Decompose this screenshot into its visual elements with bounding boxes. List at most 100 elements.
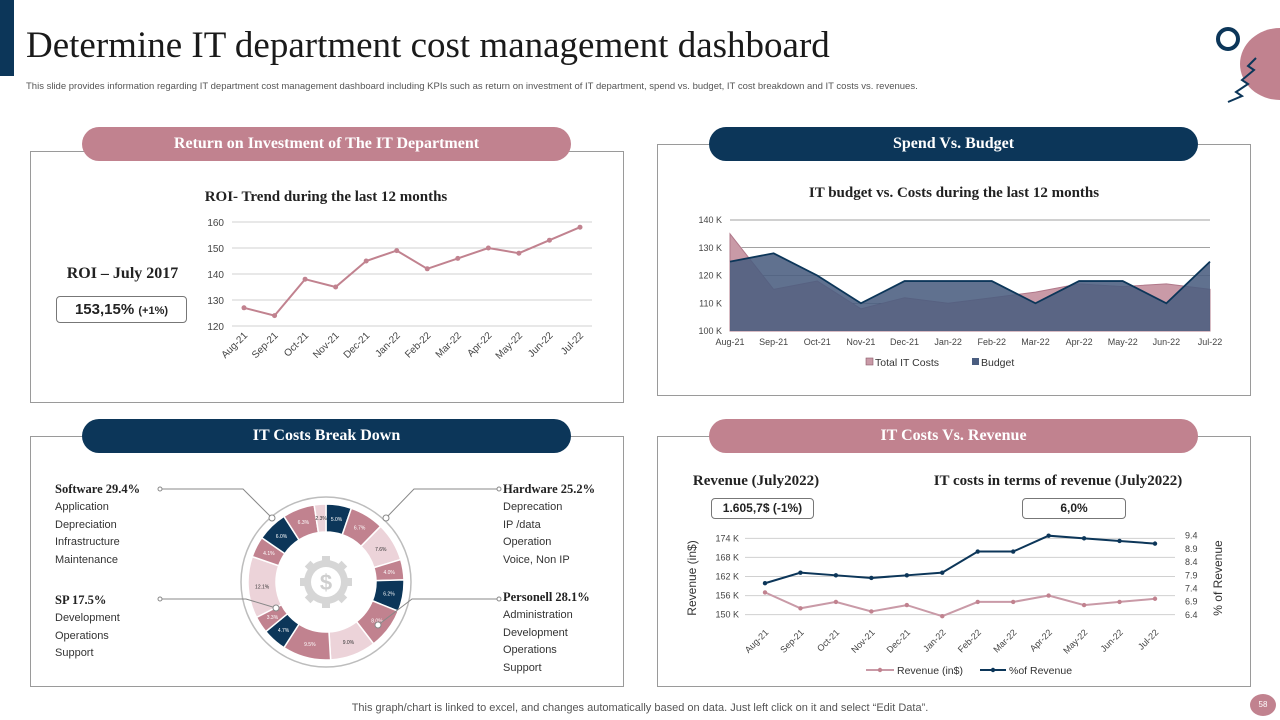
x-tick-label: Oct-21	[804, 337, 831, 347]
x-tick-label: Oct-21	[282, 330, 311, 359]
legend-marker-pct-revenue	[990, 667, 996, 673]
connector-dot	[382, 514, 390, 522]
y2-tick-label: 6.4	[1185, 610, 1198, 620]
connector-dot	[272, 604, 280, 612]
spend-pill: Spend Vs. Budget	[709, 127, 1198, 161]
category-item: Operation	[503, 536, 552, 548]
roi-data-point	[333, 284, 339, 290]
y-tick-label: 130	[207, 296, 224, 307]
roi-data-point	[394, 248, 400, 254]
series-line-budget	[729, 252, 1211, 305]
category-item: Voice, Non IP	[503, 553, 570, 566]
roi-kpi-change: (+1%)	[138, 305, 169, 317]
breakdown-donut-chart: 5.0%6.7%7.6%4.0%6.2%8.0%9.0%9.5%4.7%3.3%…	[157, 486, 502, 668]
y-tick-label: 160	[207, 218, 224, 229]
y2-axis-label: % of Revenue	[1211, 540, 1225, 616]
donut-slice-label: 12.1%	[255, 584, 270, 590]
y-tick-label: 174 K	[715, 533, 739, 543]
x-tick-label: Nov-21	[311, 330, 342, 361]
category-hardware: Hardware 25.2% Deprecation IP /data Oper…	[503, 482, 595, 569]
y-axis-label: Revenue (in$)	[685, 540, 699, 615]
pct-data-point	[1081, 536, 1087, 541]
x-tick-label: May-22	[1108, 337, 1138, 347]
pct-data-point	[762, 581, 768, 586]
revenue-data-point	[1117, 599, 1122, 605]
revenue-panel	[657, 436, 1251, 687]
revenue-data-point	[975, 599, 980, 605]
legend-swatch-total-it-costs	[865, 357, 874, 366]
x-tick-label: Feb-22	[978, 337, 1007, 347]
x-tick-label: Apr-22	[1028, 627, 1054, 653]
y2-tick-label: 7.9	[1185, 570, 1198, 580]
donut-slice-label: 9.5%	[304, 642, 316, 648]
donut-slice-label: 4.7%	[278, 628, 290, 634]
category-heading: Hardware 25.2%	[503, 482, 596, 496]
y-tick-label: 110 K	[699, 298, 722, 308]
donut-slice-label: 3.3%	[267, 615, 279, 621]
category-item: Maintenance	[55, 553, 118, 566]
legend-label-pct-revenue: %of Revenue	[1009, 665, 1072, 677]
svg-text:$: $	[320, 570, 332, 595]
pct-title: IT costs in terms of revenue (July2022)	[933, 473, 1183, 489]
category-item: IP /data	[503, 518, 541, 531]
x-tick-label: Apr-22	[465, 330, 494, 359]
roi-data-point	[485, 245, 491, 251]
category-heading: Software 29.4%	[55, 482, 141, 496]
connector-line	[385, 488, 499, 519]
x-tick-label: Jul-22	[1198, 337, 1223, 347]
dollar-gear-icon: $	[300, 556, 352, 608]
donut-outer-ring	[240, 496, 412, 668]
x-tick-label: Mar-22	[991, 627, 1018, 654]
x-tick-label: Apr-22	[1066, 337, 1093, 347]
connector-dot	[268, 514, 276, 522]
roi-data-point	[546, 237, 552, 243]
x-tick-label: Oct-21	[815, 627, 841, 653]
legend-label-total-it-costs: Total IT Costs	[875, 357, 939, 369]
y2-tick-label: 8.4	[1185, 557, 1198, 567]
x-tick-label: Jan-22	[934, 337, 962, 347]
category-sp: SP 17.5% Development Operations Support	[55, 593, 120, 663]
donut-slice-label: 6.0%	[276, 534, 288, 540]
donut-slice-label: 9.0%	[343, 640, 355, 646]
donut-slice-label: 4.0%	[383, 570, 395, 576]
x-tick-label: Sep-21	[250, 330, 281, 361]
x-tick-label: Nov-21	[846, 337, 875, 347]
y2-tick-label: 9.4	[1185, 531, 1198, 541]
category-software: Software 29.4% Application Depreciation …	[55, 482, 140, 569]
category-item: Infrastructure	[55, 536, 120, 548]
y-tick-label: 150	[207, 244, 224, 255]
x-tick-label: Feb-22	[403, 330, 433, 360]
x-tick-label: Aug-21	[220, 330, 251, 361]
x-tick-label: Jul-22	[1136, 627, 1160, 651]
roi-data-point	[424, 266, 430, 272]
pct-data-point	[1117, 538, 1122, 544]
decorative-zigzag	[1227, 57, 1257, 103]
revenue-data-point	[1046, 593, 1051, 598]
category-personell: Personell 28.1% Administration Developme…	[503, 590, 590, 677]
category-item: Operations	[55, 629, 109, 642]
spend-area-chart: 100 K 110 K 120 K 130 K 140 K Aug-21 Sep-21 Oct…	[698, 215, 1223, 369]
revenue-data-point	[1010, 599, 1016, 605]
roi-data-point	[302, 276, 308, 282]
category-heading: SP 17.5%	[55, 593, 107, 607]
y-tick-label: 150 K	[715, 610, 739, 620]
roi-kpi-box: 153,15% (+1%)	[56, 296, 187, 323]
page-number: 58	[1250, 694, 1276, 716]
x-tick-label: Dec-21	[890, 337, 919, 347]
category-item: Deprecation	[503, 501, 563, 513]
roi-kpi-label: ROI – July 2017	[66, 265, 179, 282]
roi-line-chart: 120 130 140 150 160 Aug-21 Sep-21 Oct-21 Nov-21 D…	[207, 218, 592, 362]
donut-slice	[313, 503, 327, 534]
category-item: Support	[503, 661, 542, 674]
y2-tick-label: 6.9	[1185, 597, 1198, 607]
x-tick-label: Aug-21	[715, 337, 744, 347]
pct-data-point	[1046, 533, 1051, 538]
x-tick-label: Feb-22	[956, 627, 983, 654]
x-tick-label: Mar-22	[1021, 337, 1050, 347]
x-tick-label: Jun-22	[526, 330, 556, 360]
decorative-ring	[1216, 27, 1240, 51]
x-tick-label: May-22	[494, 330, 526, 362]
pct-data-point	[1010, 549, 1016, 554]
revenue-data-point	[904, 602, 910, 608]
category-item: Development	[55, 612, 120, 624]
